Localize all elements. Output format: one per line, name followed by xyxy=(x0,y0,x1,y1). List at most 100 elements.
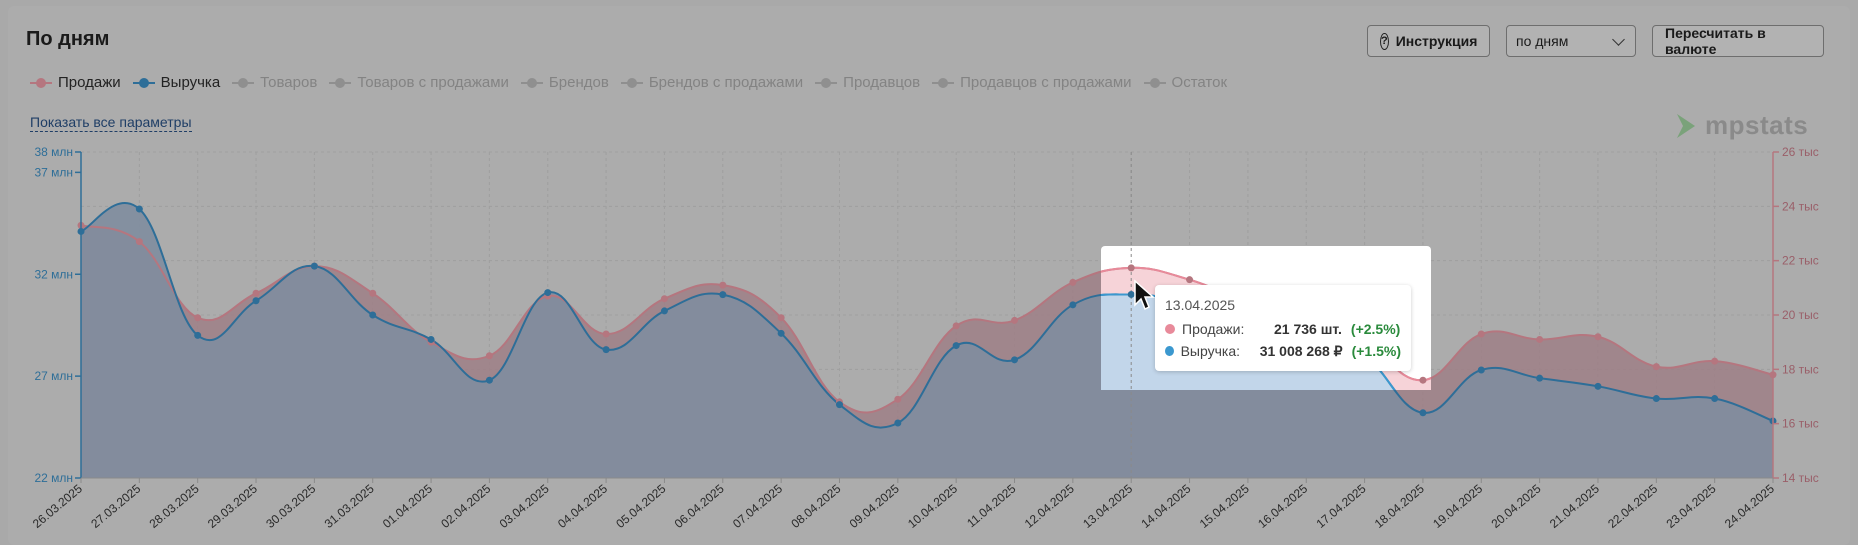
page-title: По дням xyxy=(26,28,110,50)
legend-marker-icon xyxy=(932,77,955,89)
x-tick-label: 02.04.2025 xyxy=(438,481,493,531)
legend-label: Остаток xyxy=(1171,74,1228,91)
x-tick-label: 05.04.2025 xyxy=(613,481,668,531)
right-tick-label: 22 тыс xyxy=(1782,254,1819,268)
revenue-point xyxy=(602,346,610,354)
right-tick-label: 20 тыс xyxy=(1782,308,1819,322)
revenue-point xyxy=(719,291,727,299)
right-tick-label: 18 тыс xyxy=(1782,362,1819,376)
revenue-point xyxy=(427,335,435,343)
sales-point xyxy=(719,281,727,289)
left-tick-label: 22 млн xyxy=(34,471,73,485)
help-icon: ? xyxy=(1380,32,1389,50)
x-tick-label: 12.04.2025 xyxy=(1022,481,1077,531)
sales-point xyxy=(1069,278,1077,286)
show-all-params-link[interactable]: Показать все параметры xyxy=(30,114,192,132)
sales-point xyxy=(777,314,785,322)
legend-marker-icon xyxy=(30,77,52,89)
legend-label: Товаров xyxy=(260,74,318,91)
x-tick-label: 23.04.2025 xyxy=(1664,481,1719,531)
sales-point xyxy=(1711,357,1719,365)
x-tick-label: 04.04.2025 xyxy=(555,481,610,531)
x-tick-label: 08.04.2025 xyxy=(788,481,843,531)
x-tick-label: 30.03.2025 xyxy=(263,481,318,531)
legend-item[interactable]: Продавцов xyxy=(815,74,920,91)
legend-item[interactable]: Выручка xyxy=(132,74,221,91)
legend-label: Выручка xyxy=(160,74,221,91)
sales-point xyxy=(894,395,902,403)
revenue-point xyxy=(135,205,143,213)
period-select[interactable]: по дням xyxy=(1506,25,1636,57)
x-tick-label: 15.04.2025 xyxy=(1197,481,1252,531)
legend-label: Продавцов xyxy=(843,74,921,91)
x-tick-label: 29.03.2025 xyxy=(205,481,260,531)
revenue-point xyxy=(1711,395,1719,403)
sales-point xyxy=(1536,335,1544,343)
left-tick-label: 38 млн xyxy=(34,145,73,159)
x-tick-label: 19.04.2025 xyxy=(1430,481,1485,531)
legend: Продажи Выручка Товаров Товаров с продажами… xyxy=(30,74,1239,91)
recalc-currency-button[interactable]: Пересчитать в валюте xyxy=(1652,25,1824,57)
revenue-point xyxy=(1536,374,1544,382)
legend-item[interactable]: Товаров с продажами xyxy=(329,74,509,91)
tooltip-revenue-label: Выручка: xyxy=(1180,343,1241,359)
sales-point xyxy=(194,314,202,322)
x-tick-label: 10.04.2025 xyxy=(905,481,960,531)
x-tick-label: 27.03.2025 xyxy=(88,481,143,531)
sales-point xyxy=(1186,276,1194,284)
right-tick-label: 26 тыс xyxy=(1782,145,1819,159)
legend-label: Продавцов с продажами xyxy=(960,74,1132,91)
x-tick-label: 06.04.2025 xyxy=(672,481,727,531)
legend-label: Брендов с продажами xyxy=(648,74,804,91)
legend-label: Продажи xyxy=(58,74,121,91)
revenue-area xyxy=(81,202,1773,478)
sales-point xyxy=(369,289,377,297)
legend-marker-icon xyxy=(132,77,155,89)
revenue-point xyxy=(1011,356,1019,364)
revenue-point xyxy=(1477,366,1485,374)
logo-text: mpstats xyxy=(1705,110,1809,140)
x-tick-label: 26.03.2025 xyxy=(30,481,85,531)
mpstats-logo: mpstats xyxy=(1675,110,1808,141)
sales-point xyxy=(1594,333,1602,341)
tooltip-revenue-value: 31 008 268 ₽ xyxy=(1259,342,1343,359)
left-tick-label: 32 млн xyxy=(34,267,73,281)
legend-marker-icon xyxy=(815,77,838,89)
revenue-point xyxy=(1594,382,1602,390)
legend-item[interactable]: Брендов xyxy=(520,74,609,91)
tooltip-date: 13.04.2025 xyxy=(1165,297,1236,313)
sales-point xyxy=(485,352,493,360)
legend-label: Брендов xyxy=(548,74,609,91)
tooltip-sales-value: 21 736 шт. xyxy=(1274,321,1342,337)
right-tick-label: 14 тыс xyxy=(1782,471,1819,485)
sales-dot-icon xyxy=(1165,324,1175,334)
legend-item[interactable]: Остаток xyxy=(1143,74,1228,91)
x-tick-label: 24.04.2025 xyxy=(1722,481,1777,531)
legend-item[interactable]: Товаров xyxy=(232,74,317,91)
sales-point xyxy=(252,289,260,297)
tooltip-sales-label: Продажи: xyxy=(1182,321,1245,337)
x-tick-label: 07.04.2025 xyxy=(730,481,785,531)
x-tick-label: 20.04.2025 xyxy=(1489,481,1544,531)
legend-item[interactable]: Брендов с продажами xyxy=(620,74,804,91)
x-tick-label: 01.04.2025 xyxy=(380,481,435,531)
revenue-line xyxy=(80,201,1774,429)
revenue-point xyxy=(369,311,377,319)
sales-point xyxy=(1011,316,1019,324)
legend-label: Товаров с продажами xyxy=(357,74,509,91)
revenue-point xyxy=(777,329,785,337)
instruction-button[interactable]: ? Инструкция xyxy=(1367,25,1490,57)
x-tick-label: 18.04.2025 xyxy=(1372,481,1427,531)
left-tick-label: 27 млн xyxy=(34,369,73,383)
revenue-point xyxy=(894,419,902,427)
legend-marker-icon xyxy=(329,77,352,89)
x-tick-label: 09.04.2025 xyxy=(847,481,902,531)
sales-point xyxy=(602,330,610,338)
legend-item[interactable]: Продавцов с продажами xyxy=(932,74,1132,91)
right-tick-label: 24 тыс xyxy=(1782,199,1819,213)
legend-item[interactable]: Продажи xyxy=(30,74,121,91)
legend-marker-icon xyxy=(620,77,643,89)
revenue-point xyxy=(194,331,202,339)
revenue-point xyxy=(835,401,843,409)
